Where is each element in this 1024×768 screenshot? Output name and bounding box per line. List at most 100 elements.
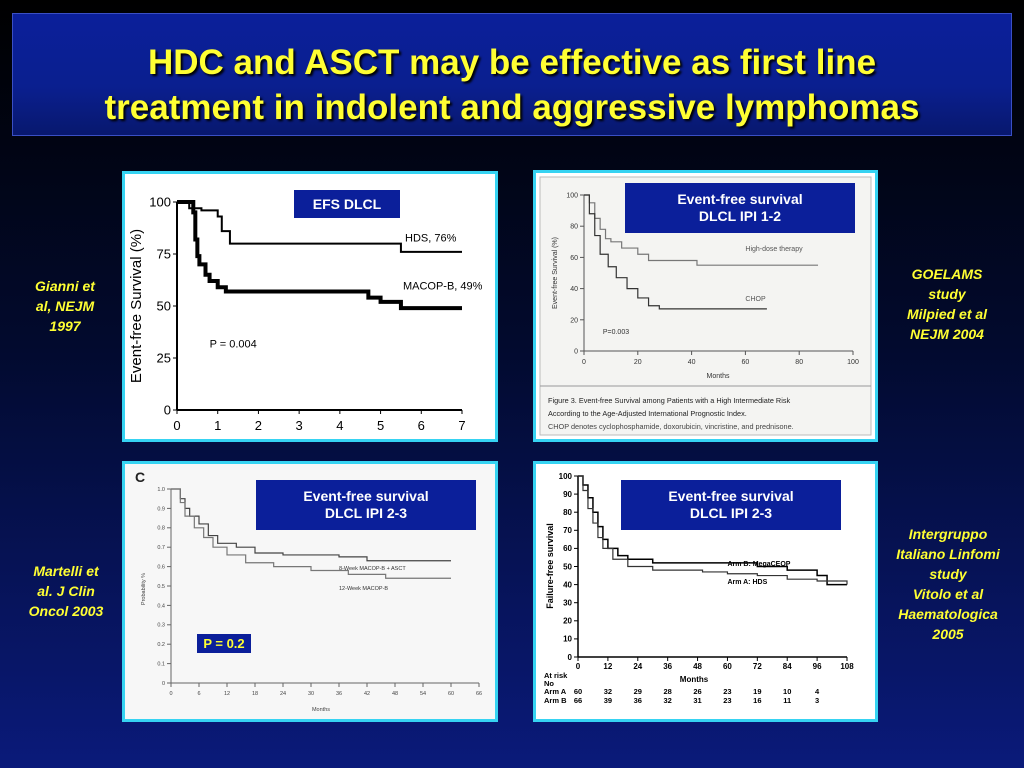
label-efs-dlcl: EFS DLCL xyxy=(312,196,382,212)
x-tick-label: 66 xyxy=(476,691,482,697)
y-tick-label: 70 xyxy=(563,526,572,535)
x-tick-label: 24 xyxy=(280,691,286,697)
x-axis-label: Months xyxy=(707,373,730,380)
citation-goelams-line-4: NEJM 2004 xyxy=(910,326,984,342)
x-tick-label: 0 xyxy=(582,359,586,366)
x-tick-label: 100 xyxy=(847,359,859,366)
at-risk-value: 16 xyxy=(753,696,761,705)
citation-iil-line-6: 2005 xyxy=(932,626,964,642)
p-value: P = 0.004 xyxy=(210,339,257,351)
series-line-12-week-macop-b xyxy=(171,488,451,579)
citation-gianni: Gianni et al, NEJM 1997 xyxy=(15,276,115,336)
citation-goelams-line-2: study xyxy=(928,286,966,302)
series-line-arm-a xyxy=(578,475,848,585)
y-tick-label: 20 xyxy=(563,617,572,626)
at-risk-value: 32 xyxy=(604,687,612,696)
y-tick-label: 0 xyxy=(162,681,165,687)
citation-iil-line-5: Haematologica xyxy=(898,606,998,622)
x-tick-label: 42 xyxy=(364,691,370,697)
x-tick-label: 24 xyxy=(633,662,642,671)
y-tick-label: 40 xyxy=(563,580,572,589)
label-goelams-line-2: DLCL IPI 1-2 xyxy=(698,208,782,224)
series-label-hds: HDS, 76% xyxy=(405,233,457,245)
x-tick-label: 12 xyxy=(603,662,612,671)
chart-iil: 0 12 24 36 48 60 72 84 96 108 0 10 20 30 40 50 60 70 80 90 1… xyxy=(544,472,854,705)
y-tick-label: 30 xyxy=(563,599,572,608)
citation-gianni-line-2: al, NEJM xyxy=(35,298,95,314)
x-tick-label: 2 xyxy=(255,418,262,433)
figure-caption-line: CHOP denotes cyclophosphamide, doxorubic… xyxy=(548,422,794,431)
x-tick-label: 6 xyxy=(197,691,200,697)
y-tick-label: 25 xyxy=(157,351,171,366)
x-tick-label: 60 xyxy=(723,662,732,671)
series-line-chop xyxy=(584,194,767,310)
citation-goelams-line-1: GOELAMS xyxy=(911,266,983,282)
y-tick-label: 0.2 xyxy=(157,642,165,648)
p-value: P = 0.2 xyxy=(203,636,244,651)
p-value-box xyxy=(197,634,251,653)
at-risk-value: 4 xyxy=(815,687,820,696)
at-risk-value: 11 xyxy=(783,696,791,705)
title-line-2: treatment in indolent and aggressive lym… xyxy=(104,88,920,127)
citation-martelli: Martelli et al. J Clin Oncol 2003 xyxy=(12,561,120,621)
series-line-high-dose xyxy=(584,194,819,266)
figure-caption-line: Figure 3. Event-free Survival among Pati… xyxy=(548,396,790,405)
y-axis-label: Probability % xyxy=(141,573,147,605)
citation-iil-line-3: study xyxy=(929,566,967,582)
at-risk-value: 26 xyxy=(693,687,701,696)
at-risk-value: 66 xyxy=(574,696,582,705)
y-tick-label: 0.9 xyxy=(157,506,165,512)
at-risk-value: 23 xyxy=(723,687,731,696)
at-risk-value: 3 xyxy=(815,696,819,705)
series-label-arm-b: Arm B: MegaCEOP xyxy=(727,561,790,568)
at-risk-value: 28 xyxy=(663,687,671,696)
slide-title: HDC and ASCT may be effective as first l… xyxy=(13,40,1011,130)
at-risk-arm-label: Arm B xyxy=(544,696,567,705)
label-box-martelli: Event-free survival DLCL IPI 2-3 xyxy=(256,480,476,530)
at-risk-no-label: No xyxy=(544,679,554,688)
x-tick-label: 5 xyxy=(377,418,384,433)
y-tick-label: 0.1 xyxy=(157,662,165,668)
y-tick-label: 0.8 xyxy=(157,526,165,532)
at-risk-value: 32 xyxy=(663,696,671,705)
y-axis-label: Event-free Survival (%) xyxy=(552,237,559,309)
at-risk-value: 31 xyxy=(693,696,701,705)
panel-letter: C xyxy=(135,469,145,485)
series-label-macop-b-asct: 8-Week MACOP-B + ASCT xyxy=(339,566,406,572)
citation-iil-line-4: Vitolo et al xyxy=(912,586,984,602)
label-box-goelams: Event-free survival DLCL IPI 1-2 xyxy=(625,183,855,233)
at-risk-value: 36 xyxy=(634,696,642,705)
x-tick-label: 48 xyxy=(392,691,398,697)
y-tick-label: 100 xyxy=(566,192,578,199)
y-tick-label: 60 xyxy=(563,544,572,553)
x-tick-label: 18 xyxy=(252,691,258,697)
x-tick-label: 0 xyxy=(173,418,180,433)
label-goelams-line-1: Event-free survival xyxy=(677,191,803,207)
citation-martelli-line-2: al. J Clin xyxy=(37,583,95,599)
series-line-macop-b xyxy=(177,200,462,311)
y-tick-label: 10 xyxy=(563,635,572,644)
x-tick-label: 0 xyxy=(576,662,581,671)
at-risk-value: 29 xyxy=(634,687,642,696)
citation-iil-line-2: Italiano Linfomi xyxy=(896,546,1000,562)
label-box-iil: Event-free survival DLCL IPI 2-3 xyxy=(621,480,841,530)
y-tick-label: 0.5 xyxy=(157,584,165,590)
label-iil-line-1: Event-free survival xyxy=(668,488,794,504)
title-line-1: HDC and ASCT may be effective as first l… xyxy=(147,43,877,82)
chart-panel-iil: 0 12 24 36 48 60 72 84 96 108 0 10 20 30 40 50 60 70 80 90 1… xyxy=(533,461,878,722)
label-martelli-line-1: Event-free survival xyxy=(303,488,429,504)
citation-iil-line-1: Intergruppo xyxy=(908,526,988,542)
chart-panel-martelli: C 0 6 12 18 24 30 36 42 48 54 60 66 0 0.1 0.2 0.3 0.4 0.5 0… xyxy=(122,461,498,722)
x-tick-label: 60 xyxy=(448,691,454,697)
x-tick-label: 108 xyxy=(840,662,854,671)
x-axis-label: Months xyxy=(680,675,709,684)
x-tick-label: 80 xyxy=(795,359,803,366)
title-box: HDC and ASCT may be effective as first l… xyxy=(12,13,1012,136)
y-tick-label: 40 xyxy=(570,286,578,293)
citation-martelli-line-3: Oncol 2003 xyxy=(28,603,104,619)
x-tick-label: 48 xyxy=(693,662,702,671)
y-tick-label: 0.3 xyxy=(157,623,165,629)
y-axis-label: Failure-free survival xyxy=(545,523,555,609)
citation-iil: Intergruppo Italiano Linfomi study Vitol… xyxy=(878,524,1018,644)
y-tick-label: 75 xyxy=(157,247,171,262)
